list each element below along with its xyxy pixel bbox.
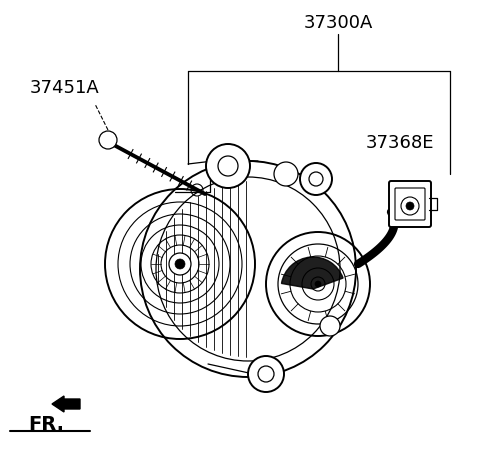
- Text: 37368E: 37368E: [366, 134, 434, 151]
- Wedge shape: [281, 257, 343, 289]
- Circle shape: [300, 164, 332, 196]
- Circle shape: [274, 162, 298, 187]
- Circle shape: [311, 277, 325, 291]
- Text: 37451A: 37451A: [30, 79, 100, 97]
- Circle shape: [169, 253, 191, 275]
- Circle shape: [206, 145, 250, 189]
- Circle shape: [315, 281, 321, 287]
- FancyBboxPatch shape: [389, 182, 431, 228]
- Text: FR.: FR.: [28, 414, 64, 434]
- Circle shape: [99, 132, 117, 150]
- Circle shape: [175, 259, 185, 269]
- Circle shape: [320, 316, 340, 336]
- FancyArrow shape: [52, 396, 80, 412]
- Text: 37300A: 37300A: [303, 14, 372, 32]
- Circle shape: [406, 202, 414, 211]
- Circle shape: [248, 356, 284, 392]
